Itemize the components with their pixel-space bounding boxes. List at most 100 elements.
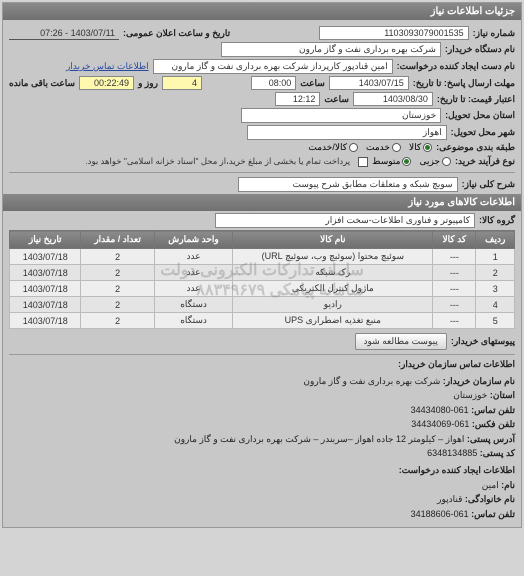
table-header-cell: کد کالا [433,231,476,249]
radio-dot-icon [442,157,451,166]
table-cell: --- [433,265,476,281]
reply-date: 1403/07/15 [329,76,409,90]
table-cell: 1 [476,249,515,265]
table-cell: عدد [154,281,233,297]
creator-title: اطلاعات ایجاد کننده درخواست: [9,463,515,477]
goods-group-value: کامپیوتر و فناوری اطلاعات-سخت افزار [215,213,475,228]
table-row: 3---ماژول کنترل الکتریکیعدد21403/07/18 [10,281,515,297]
table-row: 4---رادیودستگاه21403/07/18 [10,297,515,313]
table-header-cell: تعداد / مقدار [81,231,154,249]
table-cell: 1403/07/18 [10,249,81,265]
subject-class-label: طبقه بندی موضوعی: [436,142,515,153]
table-cell: عدد [154,249,233,265]
process-note: پرداخت تمام یا بخشی از مبلغ خرید،از محل … [81,155,354,168]
reply-time: 08:00 [251,76,296,90]
divider [9,172,515,173]
table-cell: منبع تغذیه اضطراری UPS [233,313,433,329]
table-cell: 4 [476,297,515,313]
row-attachments: پیوستهای خریدار: پیوست مطالعه شود [9,333,515,350]
radio-dot-icon [423,143,432,152]
table-cell: 2 [81,265,154,281]
radio-kala-label: کالا [409,142,421,153]
province-value: خوزستان [241,108,441,123]
table-cell: 2 [81,281,154,297]
goods-group-label: گروه کالا: [479,215,515,226]
table-cell: 2 [81,313,154,329]
city-value: اهواز [247,125,447,140]
row-need-no: شماره نیاز: 1103093079001535 تاریخ و ساع… [9,26,515,40]
table-cell: 5 [476,313,515,329]
table-header-cell: تاریخ نیاز [10,231,81,249]
goods-section-header: اطلاعات کالاهای مورد نیاز [3,194,521,211]
row-city: شهر محل تحویل: اهواز [9,125,515,140]
table-row: 1---سوئیچ محتوا (سوئیچ وب، سوئیچ URL)عدد… [10,249,515,265]
contact-postal: آدرس پستی: اهواز – کیلومتر 12 جاده اهواز… [9,432,515,446]
radio-both-label: کالا/خدمت [308,142,347,153]
time-label-1: ساعت [300,78,325,89]
radio-low[interactable]: جزیی [419,156,451,167]
table-header-cell: واحد شمارش [154,231,233,249]
contact-zip: کد پستی: 6348134885 [9,446,515,460]
requester-label: نام دست ایجاد کننده درخواست: [397,61,515,72]
row-goods-group: گروه کالا: کامپیوتر و فناوری اطلاعات-سخت… [9,213,515,228]
table-wrap: ردیفکد کالانام کالاواحد شمارشتعداد / مقد… [9,230,515,329]
contact-tel: تلفن تماس: 061-34434080 [9,403,515,417]
need-no-value: 1103093079001535 [319,26,469,40]
table-cell: ماژول کنترل الکتریکی [233,281,433,297]
row-requester: نام دست ایجاد کننده درخواست: امین قنادپو… [9,59,515,74]
remain-label: ساعت باقی مانده [9,78,75,89]
need-no-label: شماره نیاز: [473,28,515,39]
view-attachment-button[interactable]: پیوست مطالعه شود [355,333,447,350]
radio-mid[interactable]: متوسط [372,156,411,167]
contact-fax: تلفن فکس: 061-34434069 [9,417,515,431]
row-subject-class: طبقه بندی موضوعی: کالا خدمت کالا/خدمت [9,142,515,153]
divider-2 [9,354,515,355]
price-date: 1403/08/30 [353,92,433,106]
radio-khadamat[interactable]: خدمت [366,142,401,153]
row-buyer-org: نام دستگاه خریدار: شرکت بهره برداری نفت … [9,42,515,57]
days-label: روز و [138,78,158,89]
announce-value: 1403/07/11 - 07:26 [9,26,119,40]
panel-title: جزئیات اطلاعات نیاز [3,3,521,20]
table-row: 5---منبع تغذیه اضطراری UPSدستگاه21403/07… [10,313,515,329]
creator-phone: تلفن تماس: 061-34188606 [9,507,515,521]
contact-block: نام سازمان خریدار: شرکت بهره برداری نفت … [9,372,515,523]
need-desc-value: سویچ شبکه و متعلقات مطابق شرح پیوست [238,177,458,192]
table-cell: 1403/07/18 [10,297,81,313]
row-process-type: نوع فرآیند خرید: جزیی متوسط پرداخت تمام … [9,155,515,168]
table-header-cell: ردیف [476,231,515,249]
requester-value: امین قنادپور کارپرداز شرکت بهره برداری ن… [153,59,393,74]
table-cell: رادیو [233,297,433,313]
row-province: استان محل تحویل: خوزستان [9,108,515,123]
table-cell: 2 [81,297,154,313]
price-until-label: اعتبار قیمت: تا تاریخ: [437,94,515,105]
radio-kala[interactable]: کالا [409,142,432,153]
table-header-cell: نام کالا [233,231,433,249]
process-type-radios: جزیی متوسط [372,156,451,167]
contact-province: استان: خوزستان [9,388,515,402]
need-desc-label: شرح کلی نیاز: [462,179,515,190]
time-label-2: ساعت [324,94,349,105]
radio-dot-icon [402,157,411,166]
treasury-checkbox[interactable] [358,157,368,167]
reply-until-label: مهلت ارسال پاسخ: تا تاریخ: [413,78,515,89]
contact-org: نام سازمان خریدار: شرکت بهره برداری نفت … [9,374,515,388]
radio-khadamat-label: خدمت [366,142,390,153]
row-need-desc: شرح کلی نیاز: سویچ شبکه و متعلقات مطابق … [9,177,515,192]
radio-both[interactable]: کالا/خدمت [308,142,358,153]
table-cell: 3 [476,281,515,297]
attachments-label: پیوستهای خریدار: [451,336,515,347]
announce-label: تاریخ و ساعت اعلان عمومی: [123,28,230,39]
radio-mid-label: متوسط [372,156,400,167]
table-cell: دستگاه [154,313,233,329]
province-label: استان محل تحویل: [445,110,515,121]
subject-class-radios: کالا خدمت کالا/خدمت [308,142,432,153]
table-cell: 2 [81,249,154,265]
table-cell: رک شبکه [233,265,433,281]
need-details-panel: جزئیات اطلاعات نیاز شماره نیاز: 11030930… [2,2,522,528]
table-cell: --- [433,313,476,329]
contact-section-title: اطلاعات تماس سازمان خریدار: [9,359,515,370]
table-cell: 1403/07/18 [10,281,81,297]
goods-table: ردیفکد کالانام کالاواحد شمارشتعداد / مقد… [9,230,515,329]
buyer-contact-link[interactable]: اطلاعات تماس خریدار [66,61,149,72]
